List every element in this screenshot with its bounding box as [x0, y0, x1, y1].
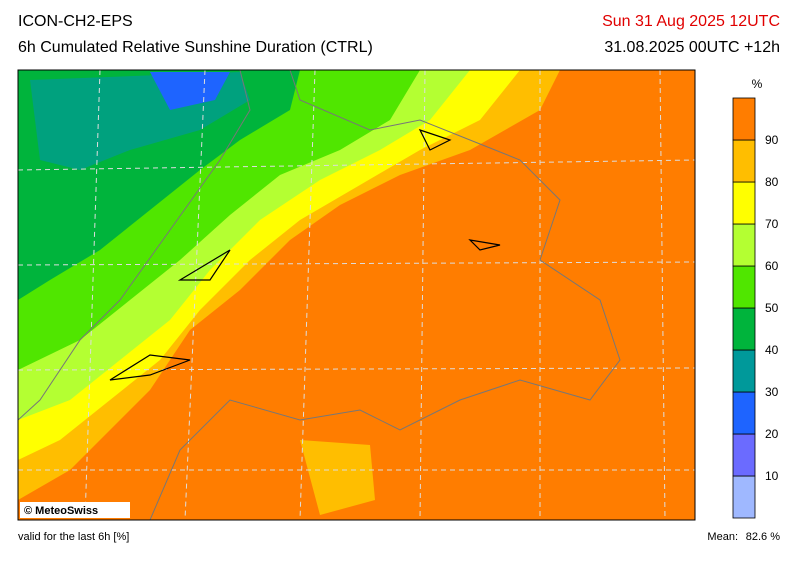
- colorbar-bin: [732, 433, 756, 477]
- colorbar: % 10 20 30 40 50 60 70 80 90: [732, 77, 779, 519]
- map: © MeteoSwiss: [17, 69, 696, 521]
- field-20: [150, 72, 230, 110]
- credit: © MeteoSwiss: [24, 505, 98, 517]
- lakes: [109, 128, 501, 381]
- colorbar-bin: [732, 349, 756, 393]
- colorbar-label: 30: [765, 385, 779, 399]
- colorbar-label: 10: [765, 469, 779, 483]
- colorbar-bin: [732, 139, 756, 183]
- footer-note: valid for the last 6h [%]: [18, 531, 129, 543]
- borders: [18, 70, 621, 520]
- colorbar-label: 40: [765, 343, 779, 357]
- credit-box: [20, 502, 130, 518]
- colorbar-bin: [732, 181, 756, 225]
- colorbar-bin: [732, 391, 756, 435]
- colorbar-label: 80: [765, 175, 779, 189]
- mean-label: Mean:: [707, 531, 738, 543]
- mean-value: 82.6 %: [746, 531, 780, 543]
- colorbar-label: 60: [765, 259, 779, 273]
- colorbar-bin: [732, 97, 756, 141]
- map-title: 6h Cumulated Relative Sunshine Duration …: [18, 39, 373, 56]
- colorbar-bin: [732, 265, 756, 309]
- colorbar-label: 90: [765, 133, 779, 147]
- legend-unit: %: [752, 77, 763, 91]
- field-south: [300, 440, 375, 515]
- colorbar-label: 70: [765, 217, 779, 231]
- run-time: 31.08.2025 00UTC +12h: [604, 39, 780, 56]
- colorbar-label: 50: [765, 301, 779, 315]
- colorbar-bin: [732, 475, 756, 519]
- colorbar-bin: [732, 307, 756, 351]
- model-name: ICON-CH2-EPS: [18, 13, 133, 30]
- valid-date: Sun 31 Aug 2025 12UTC: [602, 13, 780, 30]
- map-frame: [17, 69, 696, 521]
- graticule: [18, 70, 695, 520]
- colorbar-bin: [732, 223, 756, 267]
- colorbar-label: 20: [765, 427, 779, 441]
